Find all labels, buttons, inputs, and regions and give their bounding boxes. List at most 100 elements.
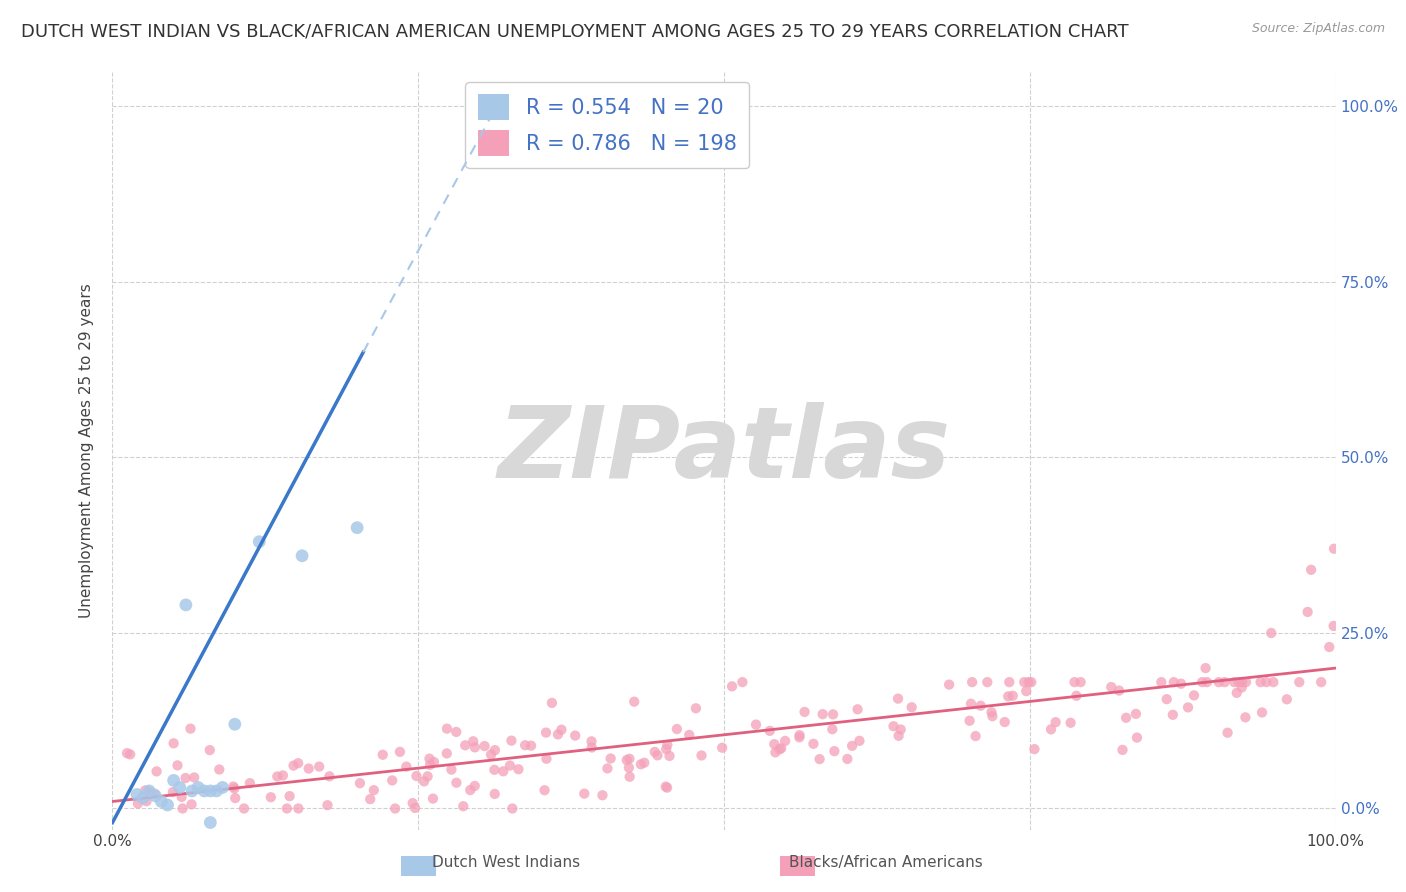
Point (1040, 723, 1063, 737)
Point (1230, 681, 1253, 695)
Point (513, 738, 536, 752)
Point (508, 762, 530, 776)
Point (1317, 640, 1340, 654)
Point (1263, 675, 1285, 690)
Text: ZIPatlas: ZIPatlas (498, 402, 950, 499)
Point (591, 789, 613, 803)
Point (564, 729, 586, 743)
Point (848, 734, 870, 748)
Point (135, 794, 157, 808)
Point (1156, 692, 1178, 706)
Point (454, 739, 477, 753)
Point (536, 752, 558, 766)
Point (381, 773, 404, 788)
Point (266, 769, 288, 783)
Point (657, 738, 679, 752)
Point (965, 729, 987, 743)
Point (1111, 743, 1133, 757)
Point (200, 815, 222, 830)
Point (981, 709, 1004, 723)
Point (617, 761, 640, 775)
Point (359, 792, 381, 806)
Point (581, 740, 603, 755)
Point (633, 756, 655, 770)
Point (181, 784, 204, 798)
Point (581, 734, 603, 748)
Text: Dutch West Indians: Dutch West Indians (432, 855, 581, 870)
Point (1126, 731, 1149, 745)
Point (1226, 686, 1249, 700)
Point (619, 752, 641, 766)
Point (464, 779, 486, 793)
Point (145, 764, 167, 779)
Point (260, 790, 283, 805)
Point (418, 752, 440, 766)
Point (233, 801, 256, 815)
Point (174, 598, 197, 612)
Point (841, 739, 863, 753)
Point (474, 739, 496, 753)
Point (1230, 675, 1253, 690)
Point (198, 743, 221, 757)
Point (211, 780, 233, 795)
Point (1323, 541, 1346, 556)
Point (346, 521, 368, 535)
Point (789, 731, 811, 745)
Point (647, 748, 669, 763)
Point (678, 728, 700, 742)
Point (690, 748, 713, 763)
Point (960, 697, 983, 711)
Point (451, 799, 474, 814)
Point (998, 675, 1021, 690)
Point (247, 534, 270, 549)
Point (1275, 692, 1298, 706)
Point (711, 740, 734, 755)
Point (1234, 710, 1257, 724)
Point (616, 753, 638, 767)
Point (793, 705, 815, 719)
Point (1296, 605, 1319, 619)
Point (150, 795, 173, 809)
Point (658, 748, 681, 763)
Point (938, 678, 960, 692)
Point (291, 549, 314, 563)
Point (166, 758, 188, 772)
Point (789, 728, 811, 742)
Point (1260, 626, 1282, 640)
Point (413, 774, 436, 789)
Point (172, 801, 194, 815)
Point (960, 675, 983, 690)
Point (1150, 675, 1173, 690)
Point (959, 714, 981, 728)
Point (162, 736, 184, 750)
Point (316, 798, 339, 813)
Point (1234, 675, 1257, 690)
Point (239, 776, 262, 790)
Point (883, 719, 905, 733)
Point (405, 769, 427, 783)
Point (980, 706, 1002, 720)
Point (484, 763, 506, 777)
Point (183, 771, 205, 785)
Point (1021, 675, 1043, 690)
Point (499, 758, 522, 772)
Point (162, 785, 184, 799)
Point (278, 789, 301, 804)
Point (599, 751, 621, 765)
Point (276, 801, 298, 815)
Point (423, 755, 446, 769)
Point (1208, 675, 1230, 690)
Point (404, 801, 426, 815)
Point (1250, 675, 1272, 690)
Point (763, 737, 786, 751)
Point (287, 756, 309, 771)
Point (665, 722, 688, 736)
Point (997, 690, 1019, 704)
Point (547, 727, 569, 741)
Point (440, 763, 463, 777)
Point (890, 723, 912, 737)
Point (283, 758, 305, 772)
Point (821, 723, 844, 737)
Point (808, 752, 831, 766)
Point (419, 757, 441, 772)
